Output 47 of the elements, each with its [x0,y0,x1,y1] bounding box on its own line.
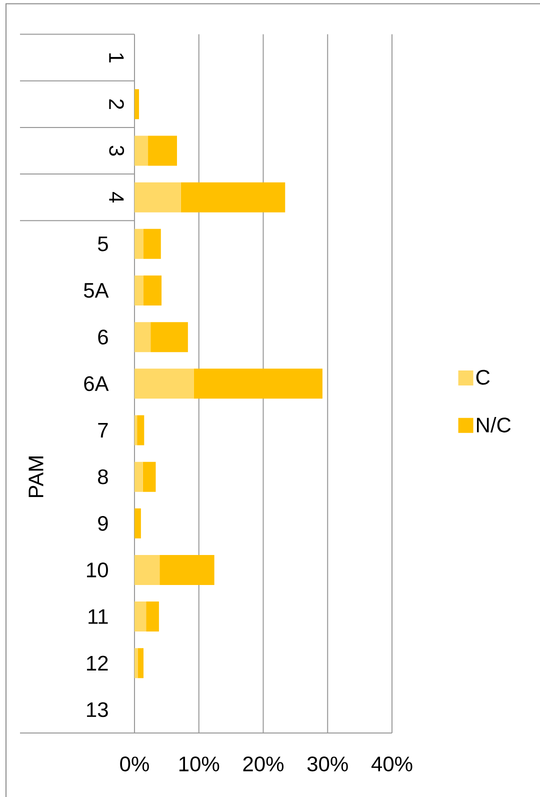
x-tick-label: 0% [120,756,149,772]
y-tick-label: 4 [109,192,124,203]
bar [137,415,144,446]
text: PAM [28,456,44,498]
bar [142,462,156,492]
bar [134,508,141,538]
y-tick-label: 1 [109,53,124,62]
x-tick-label: 30% [307,756,348,772]
y-tick-label: 10 [87,562,108,578]
bar [134,602,146,632]
y-tick-label: 6A [84,376,109,392]
bar [134,228,144,259]
bar [146,602,159,632]
y-tick-label: 9 [98,516,108,531]
legend-label: N/C [477,417,511,432]
bar [134,182,181,212]
legend-label: C [476,370,490,385]
y-tick-label: 5 [98,236,108,252]
bar [134,368,194,399]
bar [134,554,160,585]
y-tick-label: 13 [87,702,108,718]
bar [138,648,144,678]
y-tick-label: 5A [84,283,109,298]
bar [134,89,140,120]
y-tick-label: 11 [88,609,108,624]
bar [144,228,161,259]
bar [134,275,144,306]
y-tick-label: 8 [98,469,108,484]
bar [150,322,188,352]
x-tick-label: 10% [179,756,220,772]
bar [144,275,162,306]
bar [134,415,138,446]
bar [180,182,286,212]
bar [134,322,151,352]
y-tick-label: 12 [87,656,108,670]
bar [194,368,322,399]
bar [134,462,143,492]
x-tick-label: 40% [371,756,412,772]
y-tick-label: 6 [98,330,108,344]
y-tick-label: 2 [109,99,124,109]
bar [134,136,148,166]
bar [148,136,177,166]
y-tick-label: 3 [109,146,124,156]
y-tick-label: 7 [98,423,108,438]
bar [160,554,214,585]
bar [134,648,138,678]
x-tick-label: 20% [243,756,284,772]
